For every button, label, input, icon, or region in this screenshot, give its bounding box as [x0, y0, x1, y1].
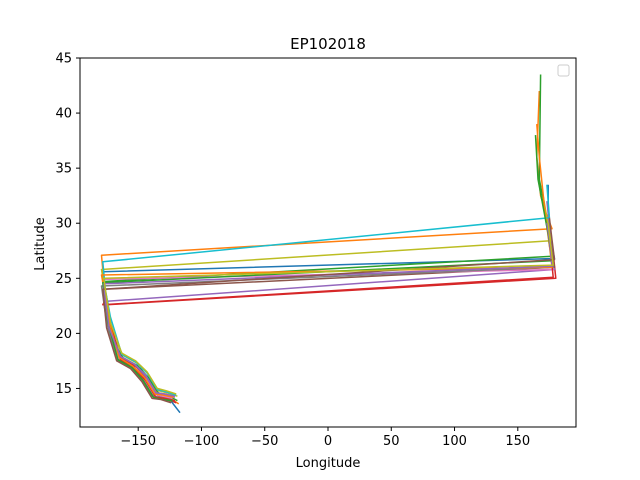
- y-tick-label: 20: [55, 327, 72, 342]
- series-layer: [100, 74, 557, 414]
- x-tick-label: −100: [184, 434, 220, 449]
- y-tick-label: 35: [55, 162, 72, 177]
- y-axis-title: Latitude: [33, 217, 48, 271]
- series-line-11: [102, 229, 554, 402]
- legend-box: [557, 64, 570, 77]
- x-axis-title: Longitude: [296, 456, 361, 471]
- y-tick-label: 25: [55, 272, 72, 287]
- series-line-15: [102, 217, 556, 404]
- y-tick-label: 30: [55, 217, 72, 232]
- x-tick-label: −50: [251, 434, 278, 449]
- x-tick-label: 0: [324, 434, 332, 449]
- chart-title: EP102018: [290, 35, 366, 53]
- x-tick-label: −150: [120, 434, 156, 449]
- y-tick-label: 15: [55, 382, 72, 397]
- x-tick-label: 100: [442, 434, 467, 449]
- series-line-14: [103, 223, 553, 397]
- y-tick-label: 40: [55, 107, 72, 122]
- plot-area: [79, 57, 577, 428]
- y-tick-label: 45: [55, 52, 72, 67]
- series-line-10: [102, 184, 551, 396]
- series-line-16: [103, 223, 554, 395]
- x-tick-label: 50: [383, 434, 400, 449]
- x-axis: −150 −100 −50 0 50 100 150: [120, 427, 530, 449]
- x-tick-label: 150: [505, 434, 530, 449]
- y-axis: 15 20 25 30 35 40 45: [55, 52, 80, 397]
